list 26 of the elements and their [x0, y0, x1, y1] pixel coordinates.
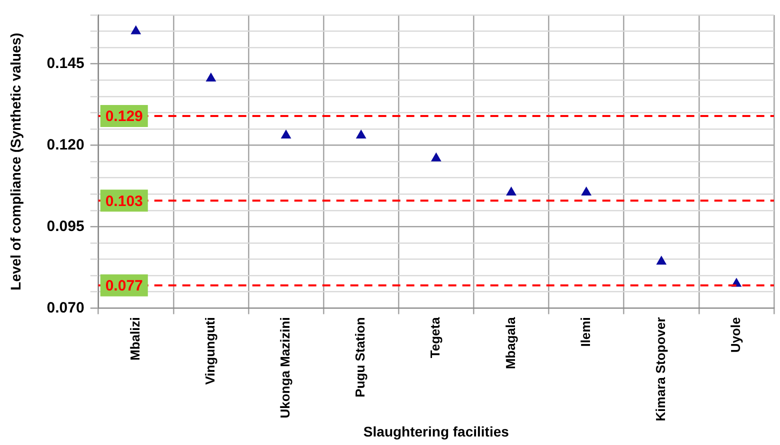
point [506, 187, 516, 196]
ref-line-label: 0.103 [105, 192, 143, 210]
y-tick-label: 0.095 [46, 218, 84, 235]
point [281, 130, 291, 139]
point [131, 26, 141, 34]
point [356, 130, 366, 139]
x-tick-label: Pugu Station [352, 317, 368, 398]
point [656, 256, 666, 265]
point [581, 187, 592, 196]
x-tick-label: Vingunguti [202, 317, 218, 385]
x-tick-label: Mbalizi [127, 317, 142, 361]
x-tick-label: Kimara Stopover [652, 317, 668, 422]
ref-line-label: 0.129 [105, 108, 143, 126]
y-tick-label: 0.145 [46, 55, 84, 72]
point [431, 152, 441, 162]
x-tick-label: Mbagala [502, 316, 518, 370]
ref-line-label: 0.077 [105, 278, 143, 295]
y-tick-label: 0.070 [46, 299, 84, 316]
y-axis-title: Level of compliance (Synthetic values) [7, 32, 24, 290]
x-axis-title: Slaughtering facilities [363, 423, 510, 440]
x-tick-label: Ukonga Mazizini [278, 317, 293, 418]
y-tick-label: 0.120 [46, 136, 84, 154]
x-tick-label: Ilemi [578, 317, 593, 347]
x-tick-label: Tegeta [428, 316, 443, 358]
point [206, 73, 216, 82]
x-tick-label: Uyole [728, 317, 744, 353]
